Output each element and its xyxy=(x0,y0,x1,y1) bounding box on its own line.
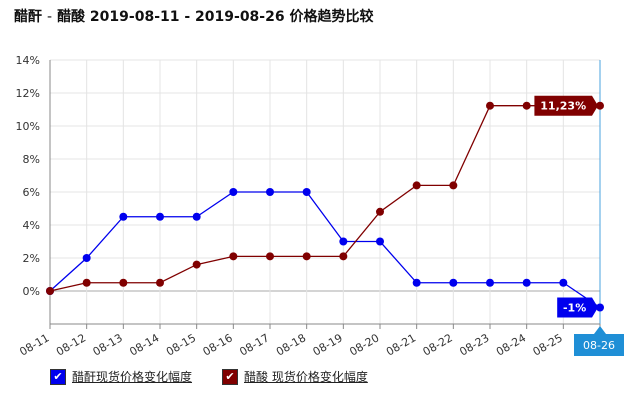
series-1-point xyxy=(412,278,421,287)
y-tick-label: 4% xyxy=(23,219,40,232)
series-1-point xyxy=(522,278,531,287)
series-line-2 xyxy=(49,105,600,292)
series-line-1 xyxy=(49,191,601,309)
series-2-point xyxy=(376,207,384,216)
y-tick-label: 8% xyxy=(23,153,40,166)
series-1-point xyxy=(119,212,128,221)
series-1-point xyxy=(229,188,238,196)
x-tick-label: 08-13 xyxy=(91,331,125,358)
end-label-box-2 xyxy=(534,95,598,116)
x-tick-label: 08-17 xyxy=(237,331,271,358)
series-1-point xyxy=(376,237,384,246)
legend-item-series-2[interactable]: ✔ 醋酸 现货价格变化幅度 xyxy=(222,368,368,385)
legend-label-series-2: 醋酸 现货价格变化幅度 xyxy=(244,370,368,384)
series-1-point xyxy=(339,237,348,246)
x-tick-label: 08-19 xyxy=(311,331,345,358)
crosshair-label-box xyxy=(574,326,624,356)
series-2-point xyxy=(229,252,238,261)
series-2-point xyxy=(119,278,128,287)
series-2-point xyxy=(82,278,91,287)
x-tick-label: 08-23 xyxy=(457,331,491,358)
x-tick-label: 08-12 xyxy=(54,331,88,358)
series-1-point xyxy=(156,212,164,221)
x-tick-label: 08-21 xyxy=(384,331,418,358)
x-tick-label: 08-15 xyxy=(164,331,198,358)
x-tick-label: 08-16 xyxy=(201,331,235,358)
x-tick-label: 08-22 xyxy=(421,331,455,358)
end-label-2: 11,23% xyxy=(540,100,586,113)
legend-checkbox-series-2[interactable]: ✔ xyxy=(222,368,239,385)
legend-label-series-1: 醋酐现货价格变化幅度 xyxy=(72,370,193,384)
y-tick-label: 10% xyxy=(16,120,40,133)
title-part2: 醋酸 2019-08-11 - 2019-08-26 价格趋势比较 xyxy=(57,9,374,25)
series-2-point xyxy=(522,101,531,110)
chart-legend: ✔ 醋酐现货价格变化幅度 ✔ 醋酸 现货价格变化幅度 xyxy=(50,368,368,385)
series-2-point xyxy=(266,252,274,261)
x-tick-label: 08-18 xyxy=(274,331,308,358)
series-2-point xyxy=(192,260,201,269)
series-2-point xyxy=(486,101,494,110)
series-2-point xyxy=(156,278,164,287)
series-1-point xyxy=(82,254,91,262)
title-part1: 醋酐 xyxy=(14,9,42,25)
chart-title: 醋酐 - 醋酸 2019-08-11 - 2019-08-26 价格趋势比较 xyxy=(14,6,373,26)
y-tick-label: 6% xyxy=(23,186,40,199)
end-label-1: -1% xyxy=(563,302,586,315)
series-1-point xyxy=(266,188,274,196)
series-2-point xyxy=(596,101,604,110)
series-1-point xyxy=(192,212,201,221)
x-tick-label: 08-20 xyxy=(347,331,381,358)
series-2-point xyxy=(46,287,54,295)
x-tick-label: 08-25 xyxy=(531,331,565,358)
y-tick-label: 2% xyxy=(23,252,40,265)
series-2-point xyxy=(339,252,348,261)
legend-item-series-1[interactable]: ✔ 醋酐现货价格变化幅度 xyxy=(50,368,192,385)
x-tick-label: 08-14 xyxy=(127,331,161,358)
series-1-point xyxy=(486,278,494,287)
series-2-point xyxy=(449,181,458,190)
series-2-point xyxy=(302,252,311,261)
y-tick-label: 12% xyxy=(16,87,40,100)
series-1-point xyxy=(302,188,311,196)
end-label-box-1 xyxy=(557,297,598,318)
x-tick-label: 08-11 xyxy=(17,331,51,358)
series-2-point xyxy=(412,181,421,190)
title-separator: - xyxy=(47,9,53,25)
x-tick-label: 08-24 xyxy=(494,331,528,358)
series-1-point xyxy=(559,278,568,287)
legend-checkbox-series-1[interactable]: ✔ xyxy=(50,368,66,385)
y-tick-label: 14% xyxy=(16,54,40,67)
crosshair-label: 08-26 xyxy=(583,339,615,352)
series-1-point xyxy=(596,303,604,312)
series-1-point xyxy=(449,278,458,287)
y-tick-label: 0% xyxy=(23,285,40,298)
